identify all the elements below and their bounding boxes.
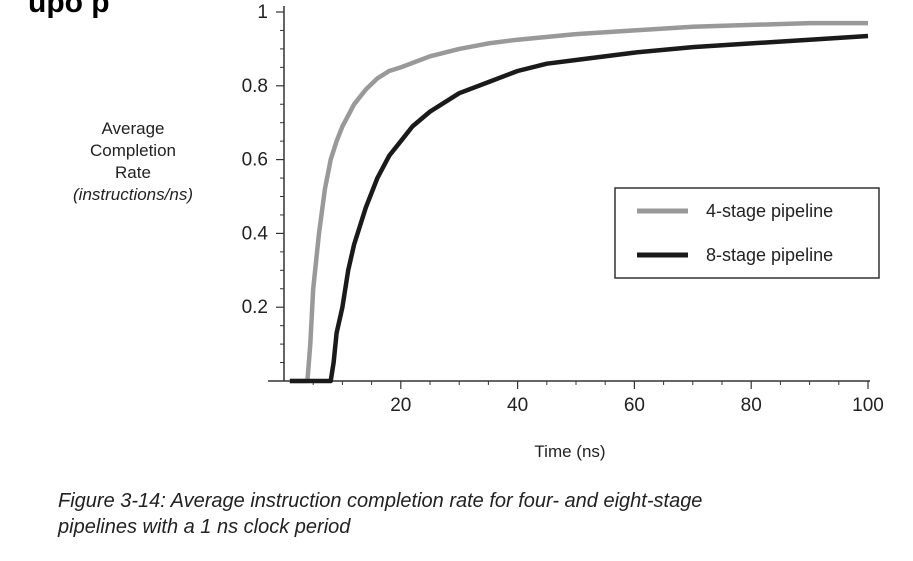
legend-box <box>614 187 880 279</box>
caption-line-1: Figure 3-14: Average instruction complet… <box>58 490 703 512</box>
x-axis-title: Time (ns) <box>534 442 605 461</box>
x-tick-label: 20 <box>390 395 411 416</box>
cropped-heading: upo p <box>28 0 110 19</box>
y-axis-title-line-1: Average <box>101 119 165 138</box>
series-line-8stage <box>289 33 869 384</box>
y-tick-label: 1 <box>257 2 268 23</box>
caption-line-2: pipelines with a 1 ns clock period <box>58 516 351 538</box>
figure-caption: Figure 3-14: Average instruction complet… <box>58 488 898 540</box>
y-axis-title-line-2: Completion <box>90 141 176 160</box>
x-tick-label: 100 <box>852 395 884 416</box>
chart-series <box>289 20 869 384</box>
y-tick-label: 0.6 <box>242 150 268 171</box>
legend-label-8stage: 8-stage pipeline <box>706 245 833 265</box>
y-tick-label: 0.4 <box>242 223 269 244</box>
y-tick-label: 0.2 <box>242 297 268 318</box>
x-tick-label: 80 <box>741 395 762 416</box>
y-axis-title-line-3: Rate <box>115 163 151 182</box>
legend-label-4stage: 4-stage pipeline <box>706 201 833 221</box>
y-axis-title: Average Completion Rate (instructions/ns… <box>48 118 218 206</box>
y-axis-units: (instructions/ns) <box>73 185 193 204</box>
x-tick-label: 40 <box>507 395 528 416</box>
chart-legend: 4-stage pipeline 8-stage pipeline <box>614 187 880 279</box>
chart-axes: 0.2 0.4 0.6 0.8 1 20 40 60 80 100 <box>242 2 884 416</box>
x-tick-label: 60 <box>624 395 645 416</box>
series-line-4stage <box>289 20 868 384</box>
y-tick-label: 0.8 <box>242 76 268 97</box>
